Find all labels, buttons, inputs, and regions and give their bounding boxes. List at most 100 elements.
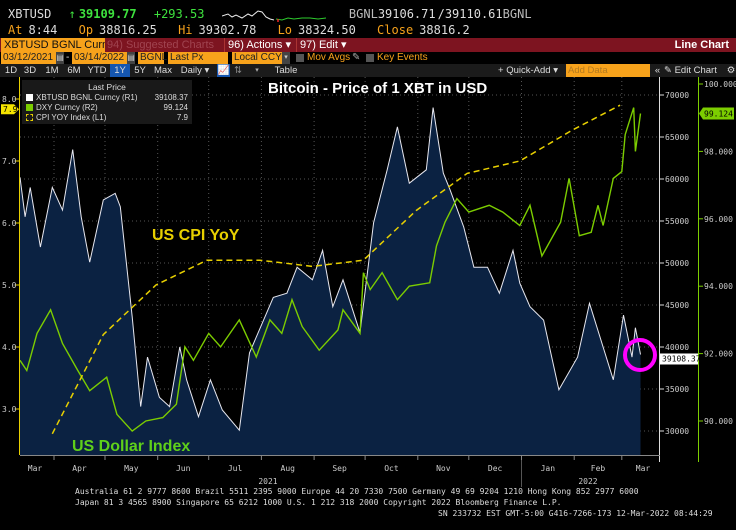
left-tick-label: 7.0: [2, 157, 17, 166]
period-1m[interactable]: 1M: [45, 65, 59, 76]
quick-add-button[interactable]: + Quick-Add ▾: [498, 65, 558, 76]
period-1d[interactable]: 1D: [4, 65, 18, 76]
pencil-icon[interactable]: ✎: [352, 52, 361, 63]
x-tick-label: Jan: [541, 464, 556, 473]
bar-chart-icon[interactable]: ⇅: [234, 65, 242, 76]
edit-menu[interactable]: 97) Edit ▾: [296, 38, 350, 52]
btc-area-fill: [20, 107, 641, 455]
dxy-tick-label: 94.000: [704, 282, 733, 291]
low-label: Lo: [277, 23, 293, 37]
cpi-last-badge: [1, 104, 19, 115]
add-data-input[interactable]: Add Data: [566, 64, 650, 77]
legend-value: 99.124: [163, 103, 188, 112]
chart-controls: 03/12/2021 ▤ - 03/14/2022 ▤ BGNL Last Px…: [0, 52, 736, 64]
chart-type-label: Line Chart: [674, 39, 729, 51]
bid-price: 39106.71: [377, 7, 436, 21]
legend-swatch-dxy: [26, 104, 33, 112]
bid-source: BGNL: [348, 7, 378, 21]
period-ytd[interactable]: YTD: [87, 65, 107, 76]
legend-swatch-btc: [26, 94, 33, 102]
btc-last-badge-label: 39108.37: [662, 354, 701, 363]
x-tick-label: Feb: [591, 464, 606, 473]
legend-swatch-cpi: [26, 114, 33, 122]
field-select[interactable]: Last Px: [168, 52, 228, 64]
mov-avgs-checkbox[interactable]: [296, 54, 304, 62]
legend-label: DXY Curncy (R2): [36, 103, 98, 112]
currency-select[interactable]: Local CCY: [232, 52, 282, 64]
up-arrow-icon: ↑: [68, 7, 76, 21]
close-label: Close: [377, 23, 414, 37]
suggested-charts-menu[interactable]: 94) Suggested Charts: [107, 39, 215, 51]
period-6m[interactable]: 6M: [67, 65, 81, 76]
edit-chart-button[interactable]: ✎ Edit Chart: [664, 65, 717, 76]
dxy-tick-label: 90.000: [704, 417, 733, 426]
end-date-input[interactable]: 03/14/2022: [72, 52, 127, 64]
dxy-last-badge: [699, 107, 734, 120]
btc-tick-label: 30000: [665, 427, 689, 436]
period-5y[interactable]: 5Y: [134, 65, 146, 76]
chart-title: Bitcoin - Price of 1 XBT in USD: [268, 80, 488, 97]
dxy-line: [19, 107, 642, 433]
btc-tick-label: 35000: [665, 385, 689, 394]
dropdown-arrow-icon[interactable]: ▾: [282, 52, 290, 64]
x-tick-label: Aug: [281, 464, 296, 473]
axes: 3.0 4.0 5.0 6.0 7.0 8.0 30000 35000 40000 45000 50…: [1, 77, 736, 487]
intraday-sparkline: [221, 9, 326, 22]
line-chart-icon[interactable]: 📈: [217, 64, 230, 77]
table-button[interactable]: Table: [274, 65, 298, 76]
legend-value: 39108.37: [154, 93, 188, 102]
btc-tick-label: 55000: [665, 217, 689, 226]
legend-item-cpi: CPI YOY Index (L1) 7.9: [26, 113, 188, 123]
chart-type-dropdown-icon[interactable]: ▾: [255, 67, 259, 74]
footer-contacts: Australia 61 2 9777 8600 Brazil 5511 239…: [75, 487, 639, 496]
period-1y[interactable]: 1Y: [110, 64, 130, 77]
open-label: Op: [78, 23, 94, 37]
btc-tick-label: 40000: [665, 343, 689, 352]
x-tick-label: Jun: [176, 464, 191, 473]
quote-stats: At 8:44 Op 38816.25 Hi 39302.78 Lo 38324.50 …: [8, 22, 476, 38]
mov-avgs-label: Mov Avgs: [307, 52, 351, 63]
footer-copyright: Japan 81 3 4565 8900 Singapore 65 6212 1…: [75, 498, 562, 507]
cpi-yoy-dashed-line: [51, 104, 621, 435]
source-input[interactable]: BGNL: [138, 52, 168, 64]
calendar-icon[interactable]: ▤: [56, 52, 64, 64]
frequency-select[interactable]: Daily ▾: [180, 65, 210, 76]
left-tick-label: 6.0: [2, 219, 17, 228]
quote-line: XBTUSD ↑ 39109.77 +293.53 BGNL39106.71/39…: [8, 6, 542, 22]
key-events-checkbox[interactable]: [366, 54, 374, 62]
x-tick-label: Sep: [332, 464, 347, 473]
price-change: +293.53: [153, 7, 205, 21]
ask-price: /39110.61: [437, 7, 503, 21]
date-separator: -: [66, 52, 70, 63]
year-label-2021: 2021: [258, 477, 277, 486]
collapse-icon[interactable]: «: [654, 65, 661, 76]
at-time: 8:44: [28, 23, 58, 37]
highlight-circle: [623, 338, 657, 372]
actions-menu[interactable]: 96) Actions ▾: [224, 38, 294, 52]
security-field[interactable]: XBTUSD BGNL Curncy: [1, 38, 105, 52]
settings-gear-icon[interactable]: ⚙: [726, 65, 736, 76]
legend-label: CPI YOY Index (L1): [36, 113, 107, 122]
dxy-tick-label: 98.000: [704, 147, 733, 156]
calendar-icon[interactable]: ▤: [127, 52, 135, 64]
btc-last-badge: [660, 353, 698, 365]
last-price: 39109.77: [78, 7, 137, 21]
left-tick-label: 4.0: [2, 343, 17, 352]
open-value: 38816.25: [99, 23, 157, 37]
x-tick-label: May: [124, 464, 139, 473]
start-date-input[interactable]: 03/12/2021: [1, 52, 56, 64]
period-max[interactable]: Max: [154, 65, 172, 76]
btc-tick-label: 60000: [665, 175, 689, 184]
x-tick-label: Nov: [436, 464, 451, 473]
period-3d[interactable]: 3D: [23, 65, 37, 76]
menu-bar: XBTUSD BGNL Curncy 94) Suggested Charts …: [0, 38, 736, 52]
low-value: 38324.50: [298, 23, 356, 37]
btc-tick-label: 70000: [665, 91, 689, 100]
period-toolbar: 1D 3D 1M 6M YTD 1Y 5Y Max Daily ▾ 📈 ⇅ ▾ …: [0, 64, 736, 77]
left-tick-label: 8.0: [2, 95, 17, 104]
key-events-label: Key Events: [377, 52, 428, 63]
high-value: 39302.78: [198, 23, 257, 37]
cpi-annotation: US CPI YoY: [152, 227, 240, 244]
dxy-annotation: US Dollar Index: [72, 438, 191, 455]
